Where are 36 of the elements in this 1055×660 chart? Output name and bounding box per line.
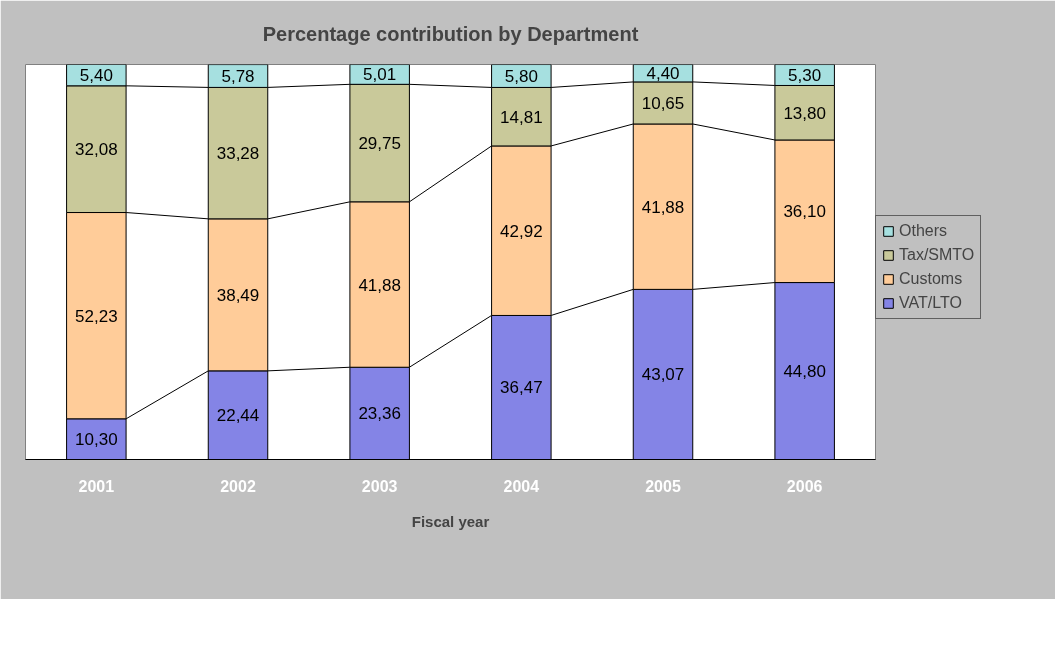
x-tick-label: 2005 <box>645 477 681 495</box>
data-label: 33,28 <box>216 144 260 164</box>
x-tick-label: 2006 <box>786 477 823 495</box>
chart-title: Percentage contribution by Department <box>262 22 639 45</box>
data-label: 5,01 <box>363 65 397 85</box>
data-label: 23,36 <box>358 404 401 424</box>
data-label: 43,07 <box>641 365 685 385</box>
data-label: 5,30 <box>788 66 822 86</box>
legend-label: Customs <box>899 270 963 288</box>
x-tick-label: 2003 <box>361 477 398 495</box>
x-tick-label: 2001 <box>78 477 115 495</box>
data-label: 52,23 <box>75 306 118 326</box>
data-label: 36,47 <box>500 378 543 398</box>
data-label: 44,80 <box>783 362 826 382</box>
data-label: 14,81 <box>500 107 543 127</box>
data-label: 41,88 <box>641 197 685 217</box>
data-label: 5,80 <box>504 66 538 86</box>
legend-label: Tax/SMTO <box>899 246 975 264</box>
data-label: 42,92 <box>500 221 543 241</box>
data-label: 32,08 <box>75 140 118 160</box>
x-tick-label: 2004 <box>503 477 540 495</box>
data-label: 10,65 <box>641 93 685 113</box>
x-tick-label: 2002 <box>220 477 256 495</box>
data-label: 29,75 <box>358 134 401 154</box>
data-label: 41,88 <box>358 275 401 295</box>
data-label: 38,49 <box>216 285 260 305</box>
legend-label: Others <box>899 222 948 240</box>
data-label: 36,10 <box>783 202 826 222</box>
x-axis-title: Fiscal year <box>411 512 490 530</box>
data-label: 4,40 <box>646 64 680 84</box>
data-label: 22,44 <box>216 406 260 426</box>
data-label: 5,78 <box>221 66 255 86</box>
data-label: 13,80 <box>783 103 826 123</box>
data-label: 10,30 <box>75 430 118 450</box>
data-label: 5,40 <box>79 66 113 86</box>
legend-label: VAT/LTO <box>899 294 962 312</box>
